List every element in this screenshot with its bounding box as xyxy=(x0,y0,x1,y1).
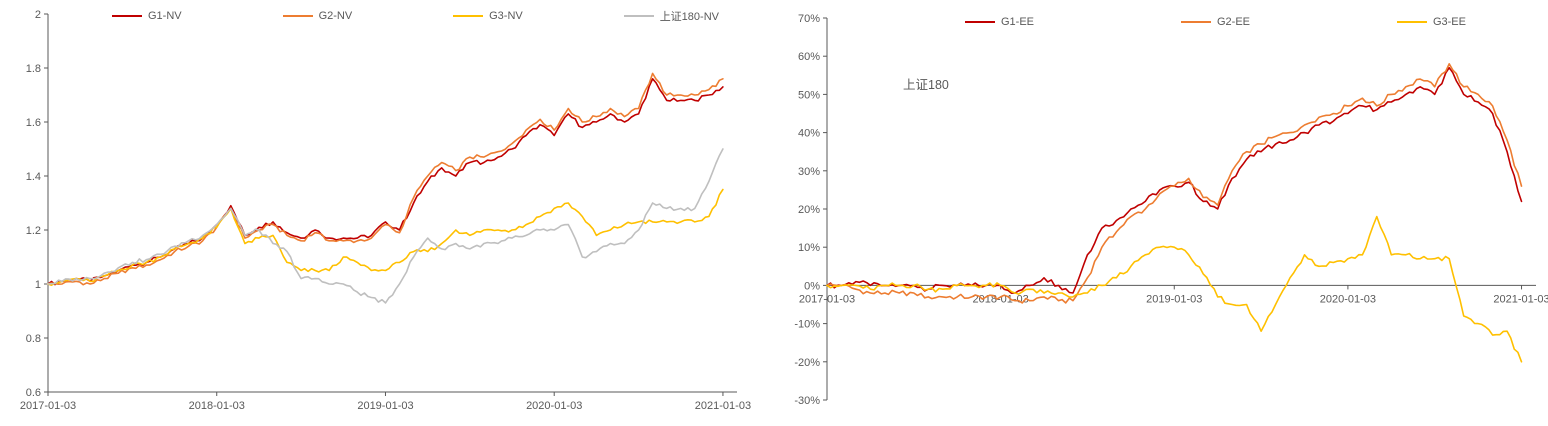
y-tick-label: -20% xyxy=(794,357,820,369)
y-tick-label: 10% xyxy=(798,242,820,254)
ee-line-chart: G1-EE G2-EE G3-EE 上证180 70% 60% 50% 40% 30% 20%… xyxy=(765,0,1548,426)
legend-item-G3-EE: G3-EE xyxy=(1396,16,1466,28)
legend-line-swatch xyxy=(1396,20,1427,24)
x-tick-label: 2019-01-03 xyxy=(1146,293,1202,305)
series-line-G2-EE xyxy=(826,62,1523,304)
sz180-annotation: 上证180 xyxy=(903,78,949,92)
x-tick-label: 2018-01-03 xyxy=(972,293,1028,305)
y-tick-label: 60% xyxy=(798,51,820,63)
ee-chart-legend: G1-EE G2-EE G3-EE xyxy=(965,16,1466,28)
legend-item-G2-NV: G2-NV xyxy=(282,10,353,22)
series-line-G3-EE xyxy=(826,215,1523,363)
legend-item-G1-NV: G1-NV xyxy=(112,10,182,22)
y-tick-label: 40% xyxy=(798,128,820,140)
legend-label: 上证180-NV xyxy=(659,11,719,23)
x-tick-label: 2021-01-03 xyxy=(695,400,751,412)
y-tick-label: 0.6 xyxy=(26,387,41,399)
legend-line-swatch xyxy=(623,14,654,18)
y-tick-label: 30% xyxy=(798,166,820,178)
legend-item-上证180-NV: 上证180-NV xyxy=(623,8,719,24)
y-tick-label: 1.4 xyxy=(26,171,41,183)
x-tick-label: 2017-01-03 xyxy=(799,293,855,305)
nv-chart-legend: G1-NV G2-NV G3-NV 上证180-NV xyxy=(112,8,719,24)
legend-line-swatch xyxy=(965,20,995,24)
x-tick-label: 2018-01-03 xyxy=(189,400,245,412)
series-line-上证180-NV xyxy=(47,148,724,304)
legend-label: G1-NV xyxy=(148,10,182,22)
ee-chart-canvas: 70% 60% 50% 40% 30% 20% 10% 0% -10% -20% -30% 2017-… xyxy=(794,13,1548,407)
legend-item-G3-NV: G3-NV xyxy=(453,10,523,22)
series-line-G3-NV xyxy=(47,188,724,287)
x-tick-label: 2020-01-03 xyxy=(1320,293,1376,305)
y-tick-label: -10% xyxy=(794,319,820,331)
x-tick-label: 2020-01-03 xyxy=(526,400,582,412)
legend-line-swatch xyxy=(112,14,142,18)
y-tick-label: 70% xyxy=(798,13,820,25)
legend-label: G2-NV xyxy=(318,10,353,22)
y-tick-label: 1 xyxy=(35,279,41,291)
y-tick-label: 1.8 xyxy=(26,63,41,75)
x-tick-label: 2021-01-03 xyxy=(1493,293,1548,305)
legend-line-swatch xyxy=(282,14,313,18)
y-tick-label: -30% xyxy=(794,395,820,407)
legend-label: G2-EE xyxy=(1216,16,1250,28)
y-tick-label: 50% xyxy=(798,89,820,101)
legend-line-swatch xyxy=(453,14,484,18)
nv-chart-canvas: 0.6 0.8 1 1.2 1.4 1.6 1.8 2 2017-01-03 2018-01-03… xyxy=(20,9,751,412)
y-tick-label: 20% xyxy=(798,204,820,216)
nv-line-chart: G1-NV G2-NV G3-NV 上证180-NV 0.6 0.8 1 1.2 1.4 1.6… xyxy=(0,0,765,426)
legend-label: G1-EE xyxy=(1001,16,1035,28)
y-tick-label: 1.6 xyxy=(26,117,41,129)
legend-item-G2-EE: G2-EE xyxy=(1180,16,1250,28)
y-tick-label: 2 xyxy=(35,9,41,21)
y-tick-label: 0.8 xyxy=(26,333,41,345)
legend-label: G3-EE xyxy=(1432,16,1466,28)
legend-line-swatch xyxy=(1180,20,1211,24)
series-line-G2-NV xyxy=(47,72,724,286)
x-tick-label: 2019-01-03 xyxy=(357,400,413,412)
x-tick-label: 2017-01-03 xyxy=(20,400,76,412)
y-tick-label: 1.2 xyxy=(26,225,41,237)
legend-label: G3-NV xyxy=(489,10,523,22)
series-line-G1-NV xyxy=(47,78,724,286)
y-tick-label: 0% xyxy=(804,280,820,292)
legend-item-G1-EE: G1-EE xyxy=(965,16,1034,28)
